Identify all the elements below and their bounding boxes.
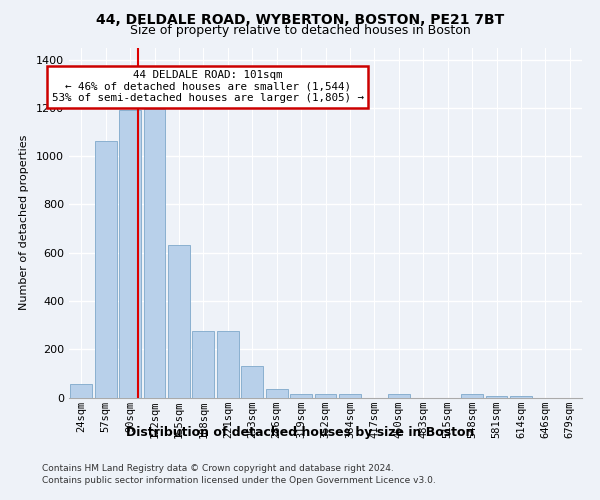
Bar xyxy=(290,394,312,398)
Bar xyxy=(119,110,141,398)
Bar xyxy=(314,394,337,398)
Text: Contains public sector information licensed under the Open Government Licence v3: Contains public sector information licen… xyxy=(42,476,436,485)
Bar xyxy=(388,394,410,398)
Text: 44, DELDALE ROAD, WYBERTON, BOSTON, PE21 7BT: 44, DELDALE ROAD, WYBERTON, BOSTON, PE21… xyxy=(96,12,504,26)
Text: Contains HM Land Registry data © Crown copyright and database right 2024.: Contains HM Land Registry data © Crown c… xyxy=(42,464,394,473)
Bar xyxy=(485,396,508,398)
Bar xyxy=(217,331,239,398)
Y-axis label: Number of detached properties: Number of detached properties xyxy=(19,135,29,310)
Bar xyxy=(168,246,190,398)
Text: 44 DELDALE ROAD: 101sqm
← 46% of detached houses are smaller (1,544)
53% of semi: 44 DELDALE ROAD: 101sqm ← 46% of detache… xyxy=(52,70,364,104)
Bar xyxy=(339,394,361,398)
Bar xyxy=(143,109,166,398)
Bar xyxy=(510,396,532,398)
Bar xyxy=(241,366,263,398)
Bar xyxy=(70,384,92,398)
Text: Size of property relative to detached houses in Boston: Size of property relative to detached ho… xyxy=(130,24,470,37)
Text: Distribution of detached houses by size in Boston: Distribution of detached houses by size … xyxy=(126,426,474,439)
Bar xyxy=(266,389,287,398)
Bar xyxy=(95,141,116,398)
Bar xyxy=(461,394,483,398)
Bar xyxy=(193,331,214,398)
